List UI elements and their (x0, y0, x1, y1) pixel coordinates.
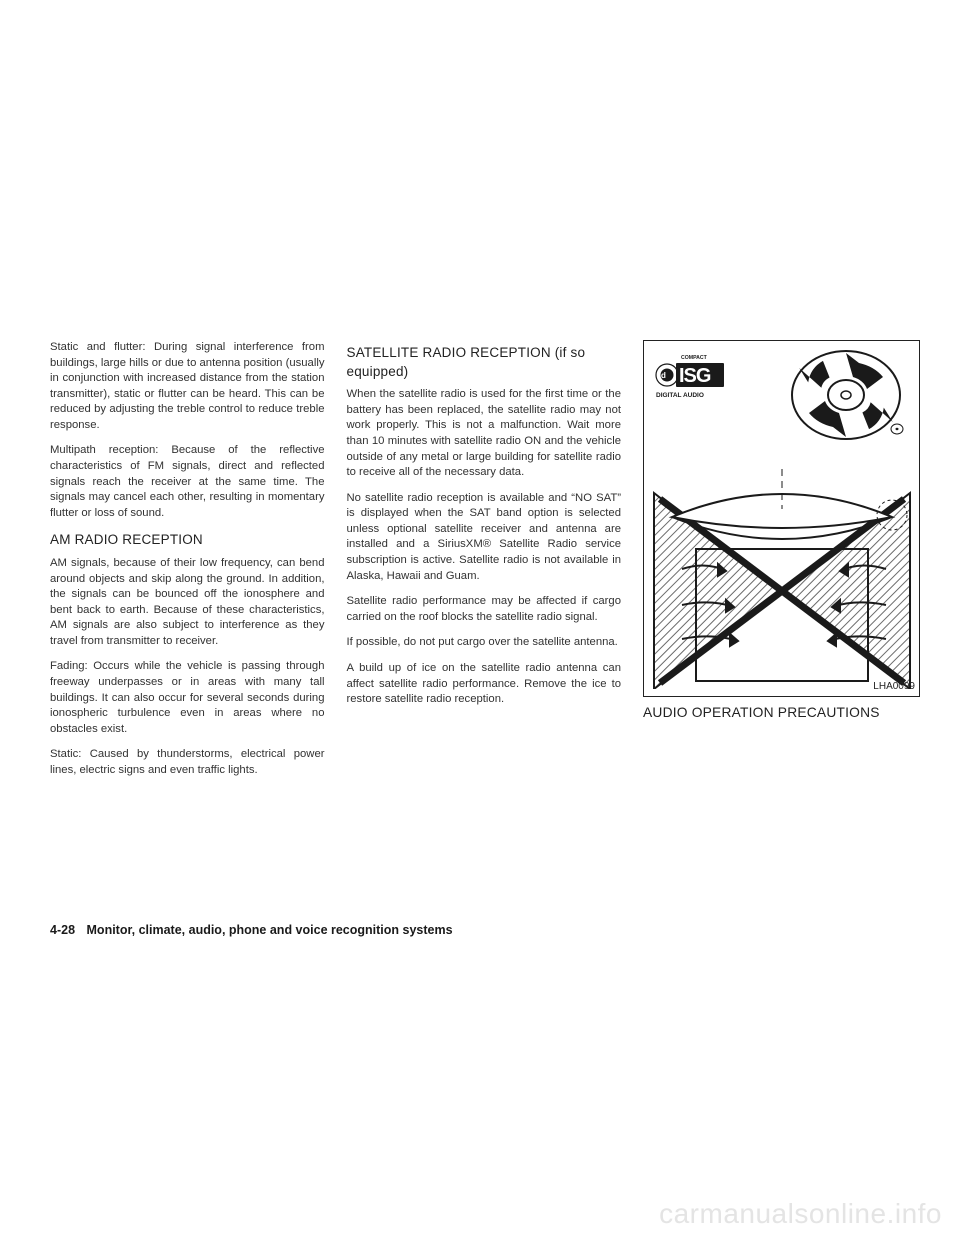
column-3: COMPACT d ISG DIGITAL AUDIO (643, 340, 920, 789)
cd-logo-top: COMPACT (681, 355, 708, 361)
para-sat-firsttime: When the satellite radio is used for the… (347, 387, 622, 480)
para-am-signals: AM signals, because of their low frequen… (50, 556, 325, 649)
svg-text:d: d (661, 371, 666, 380)
bent-disc-prohibited-icon (652, 461, 912, 689)
column-2: SATELLITE RADIO RECEPTION (if so equippe… (347, 340, 622, 789)
page-number: 4-28 (50, 923, 75, 937)
page-content: Static and flutter: During signal interf… (50, 340, 920, 789)
page-footer: 4-28 Monitor, climate, audio, phone and … (50, 923, 453, 937)
disc-icon (787, 347, 905, 457)
para-fading: Fading: Occurs while the vehicle is pass… (50, 659, 325, 737)
column-1: Static and flutter: During signal interf… (50, 340, 325, 789)
section-title: Monitor, climate, audio, phone and voice… (87, 923, 453, 937)
para-no-sat: No satellite radio reception is availabl… (347, 491, 622, 584)
figure-label: LHA0099 (873, 680, 915, 694)
heading-satellite-reception: SATELLITE RADIO RECEPTION (if so equippe… (347, 344, 622, 381)
para-static: Static: Caused by thunderstorms, electri… (50, 747, 325, 778)
svg-text:ISG: ISG (679, 365, 711, 387)
para-static-flutter: Static and flutter: During signal interf… (50, 340, 325, 433)
cd-logo-icon: COMPACT d ISG DIGITAL AUDIO (654, 351, 732, 403)
para-sat-ice: A build up of ice on the satellite radio… (347, 661, 622, 708)
watermark-text: carmanualsonline.info (659, 1198, 942, 1230)
figure-cd-caution: COMPACT d ISG DIGITAL AUDIO (643, 340, 920, 697)
cd-logo-bottom: DIGITAL AUDIO (656, 392, 704, 399)
para-sat-antenna: If possible, do not put cargo over the s… (347, 635, 622, 651)
para-sat-cargo: Satellite radio performance may be affec… (347, 594, 622, 625)
para-multipath: Multipath reception: Because of the refl… (50, 443, 325, 521)
heading-am-reception: AM RADIO RECEPTION (50, 531, 325, 550)
heading-audio-precautions: AUDIO OPERATION PRECAUTIONS (643, 703, 920, 722)
